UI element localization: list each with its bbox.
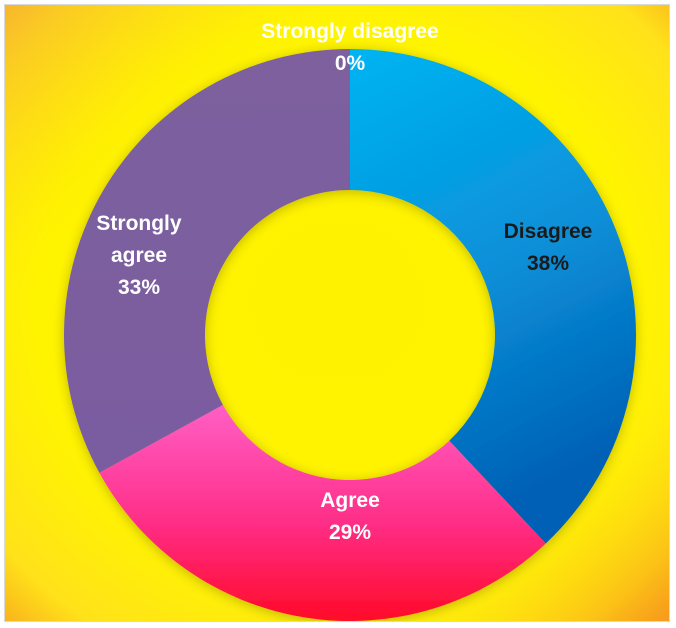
slice-disagree	[350, 49, 636, 544]
donut-chart: Strongly disagree 0% Disagree 38% Agree 29% St…	[5, 5, 669, 621]
data-label-agree: Agree 29%	[320, 489, 380, 544]
data-label-strongly-agree: Strongly agree 33%	[96, 212, 181, 299]
slice-agree	[99, 404, 546, 621]
slice-strongly-agree	[64, 49, 351, 473]
chart-frame: Strongly disagree 0% Disagree 38% Agree 29% St…	[4, 4, 670, 622]
data-label-disagree: Disagree 38%	[504, 220, 593, 275]
donut-slices	[64, 49, 636, 621]
slice-labels: Strongly disagree 0% Disagree 38% Agree 29% St…	[96, 20, 592, 544]
data-label-strongly-disagree: Strongly disagree 0%	[261, 20, 438, 75]
